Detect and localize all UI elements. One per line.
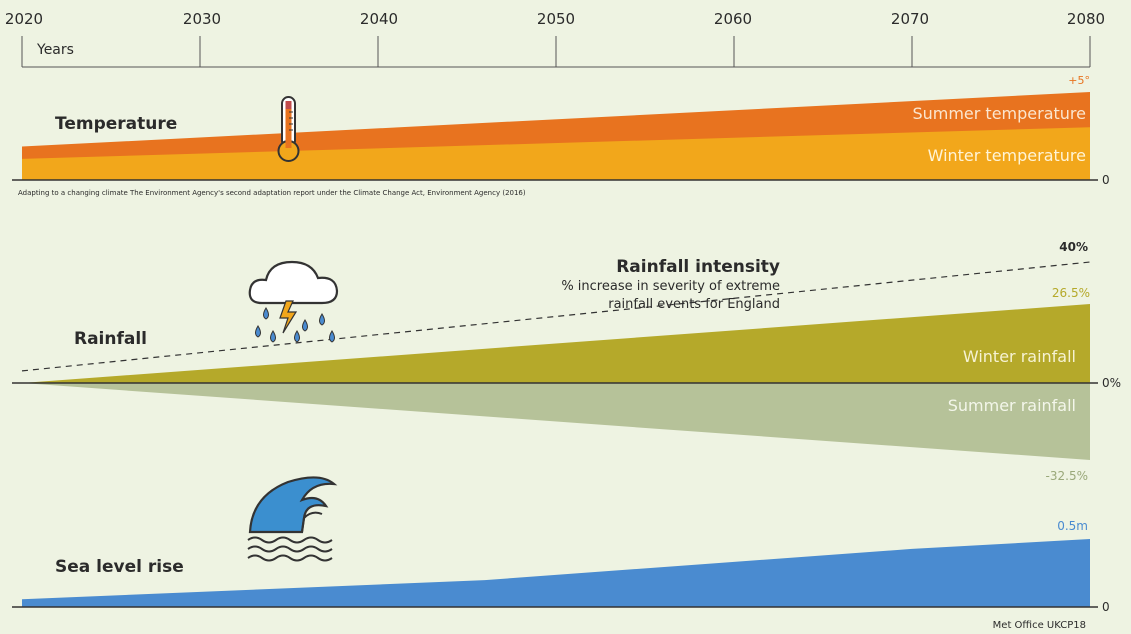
rainfall-intensity-title: Rainfall intensity [616,257,780,277]
summer-rainfall-series-label: Summer rainfall [948,396,1076,415]
sea-level-panel: 0 0.5m Sea level rise Met Office UKCP18 [12,476,1110,631]
sea-level-source-note: Met Office UKCP18 [993,620,1086,631]
year-tick-2050: 2050 [537,10,575,28]
winter-rainfall-series-label: Winter rainfall [963,347,1076,366]
x-axis-label: Years [36,42,74,58]
rainfall-baseline-label: 0% [1102,376,1121,390]
temperature-panel: 0 +5° Temperature Summer temperature Win… [12,74,1110,197]
winter-temperature-area [22,127,1090,180]
temperature-panel-label: Temperature [55,114,177,134]
summer-temperature-series-label: Summer temperature [912,104,1086,123]
rain-cloud-lightning-icon [248,260,339,343]
temperature-max-label: +5° [1068,74,1090,87]
sea-level-panel-label: Sea level rise [55,557,184,577]
year-tick-2030: 2030 [183,10,221,28]
rainfall-intensity-max-label: 40% [1059,240,1088,254]
rainfall-panel: 0% 40% 26.5% -32.5% Rainfall Rainfall in… [12,240,1121,483]
summer-rainfall-min-label: -32.5% [1046,469,1088,483]
winter-rainfall-max-label: 26.5% [1052,286,1090,300]
winter-rainfall-area [22,304,1090,383]
temperature-source-note: Adapting to a changing climate The Envir… [18,189,526,197]
year-tick-2040: 2040 [360,10,398,28]
sea-level-baseline-label: 0 [1102,600,1110,614]
rainfall-intensity-desc-2: rainfall events for England [608,297,780,312]
sea-level-area [22,539,1090,607]
year-tick-2060: 2060 [714,10,752,28]
rainfall-panel-label: Rainfall [74,329,147,349]
wave-icon [247,476,338,562]
year-tick-2080: 2080 [1067,10,1105,28]
year-tick-2070: 2070 [891,10,929,28]
thermometer-icon [277,96,300,162]
summer-rainfall-area [22,383,1090,460]
year-tick-2020: 2020 [5,10,43,28]
temperature-baseline-label: 0 [1102,173,1110,187]
rainfall-intensity-line [21,261,1091,372]
sea-level-max-label: 0.5m [1057,519,1088,533]
winter-temperature-series-label: Winter temperature [928,146,1086,165]
year-axis: 2020 2030 2040 2050 2060 2070 2080 Years [5,10,1105,68]
rainfall-intensity-desc-1: % increase in severity of extreme [561,279,780,294]
